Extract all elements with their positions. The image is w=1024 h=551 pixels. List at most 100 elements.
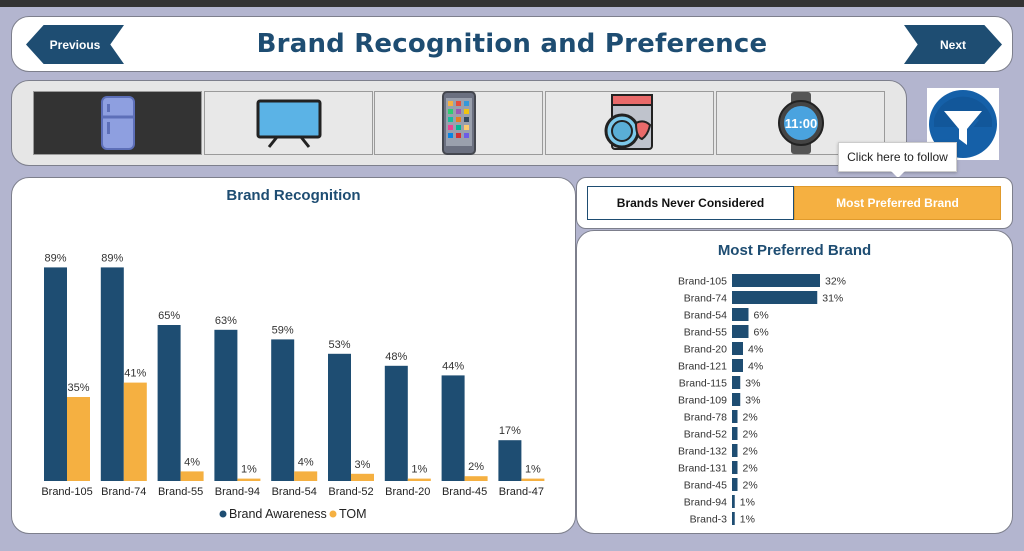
tom-bar — [407, 478, 431, 481]
next-button[interactable]: Next — [904, 25, 1002, 64]
smartwatch-icon: 11:00 — [777, 92, 824, 154]
y-tick-label: Brand-115 — [679, 378, 727, 390]
awareness-bar — [384, 365, 408, 481]
preferred-data-label: 3% — [745, 378, 760, 390]
tom-bar — [351, 473, 374, 481]
awareness-bar — [441, 375, 465, 481]
preferred-bar — [732, 308, 749, 321]
preferred-bar — [732, 274, 820, 287]
tom-data-label: 41% — [124, 368, 146, 380]
preferred-data-label: 3% — [745, 395, 760, 407]
tom-data-label: 4% — [184, 456, 200, 468]
tom-data-label: 1% — [411, 464, 427, 476]
category-tile-tv[interactable] — [204, 91, 373, 155]
preferred-data-label: 4% — [748, 361, 763, 373]
preferred-bar — [732, 444, 738, 457]
awareness-bar — [44, 267, 67, 481]
y-tick-label: Brand-131 — [678, 463, 727, 475]
preferred-bar — [732, 461, 738, 474]
awareness-bar — [271, 339, 295, 481]
most-preferred-chart: Brand-105 32% Brand-74 31% Brand-54 6% Brand-5… — [678, 274, 846, 526]
category-slicer: 11:00 — [11, 80, 907, 166]
x-tick-label: Brand-47 — [499, 486, 544, 498]
preferred-data-label: 2% — [743, 412, 758, 424]
y-tick-label: Brand-121 — [678, 361, 727, 373]
preferred-data-label: 6% — [754, 327, 769, 339]
most-preferred-brand-button[interactable]: Most Preferred Brand — [794, 186, 1001, 220]
y-tick-label: Brand-78 — [684, 412, 727, 424]
awareness-bar — [157, 325, 181, 481]
category-tile-refrigerator[interactable] — [33, 91, 202, 155]
awareness-bar — [100, 267, 124, 481]
window-top-bar — [0, 0, 1024, 7]
preferred-data-label: 2% — [743, 480, 758, 492]
tom-bar — [123, 382, 147, 481]
tom-data-label: 3% — [355, 459, 371, 471]
x-tick-label: Brand-105 — [41, 486, 92, 498]
y-tick-label: Brand-94 — [684, 497, 727, 509]
tv-icon — [256, 99, 321, 148]
y-tick-label: Brand-55 — [684, 327, 727, 339]
awareness-data-label: 53% — [328, 339, 350, 351]
category-tile-washing-machine[interactable] — [545, 91, 714, 155]
most-preferred-panel: Most Preferred Brand Brand-105 32% Brand-7… — [576, 230, 1013, 534]
preferred-data-label: 6% — [754, 310, 769, 322]
preferred-data-label: 32% — [825, 276, 846, 288]
washing-machine-icon — [604, 94, 653, 150]
tom-data-label: 1% — [525, 464, 541, 476]
awareness-data-label: 44% — [442, 360, 464, 372]
tom-bar — [237, 478, 261, 481]
watch-clock-text: 11:00 — [784, 116, 817, 131]
x-tick-label: Brand-74 — [101, 486, 146, 498]
y-tick-label: Brand-3 — [690, 514, 728, 526]
preferred-bar — [732, 512, 735, 525]
previous-button[interactable]: Previous — [26, 25, 124, 64]
preferred-bar — [732, 495, 735, 508]
tom-data-label: 2% — [468, 461, 484, 473]
awareness-bar — [328, 353, 351, 481]
y-tick-label: Brand-54 — [684, 310, 727, 322]
x-tick-label: Brand-55 — [158, 486, 203, 498]
y-tick-label: Brand-109 — [678, 395, 727, 407]
brands-never-considered-button[interactable]: Brands Never Considered — [587, 186, 794, 220]
refrigerator-icon — [100, 96, 135, 150]
awareness-data-label: 63% — [215, 315, 237, 327]
brand-recognition-panel: Brand Recognition 89% 35% Brand-105 89% 41% B… — [11, 177, 576, 534]
tom-data-label: 1% — [241, 464, 257, 476]
header-panel: Previous Brand Recognition and Preferenc… — [11, 16, 1013, 72]
legend-label-tom: TOM — [339, 507, 367, 521]
awareness-data-label: 89% — [44, 252, 66, 264]
smartphone-icon — [441, 91, 476, 155]
y-tick-label: Brand-52 — [684, 429, 727, 441]
brand-recognition-title: Brand Recognition — [226, 187, 361, 204]
legend-marker-tom — [329, 510, 337, 518]
x-tick-label: Brand-45 — [442, 486, 487, 498]
preferred-bar — [732, 478, 738, 491]
preferred-bar — [732, 376, 741, 389]
tom-bar — [67, 397, 90, 481]
tom-bar — [464, 476, 488, 481]
tom-data-label: 4% — [298, 456, 314, 468]
preferred-bar — [732, 359, 743, 372]
preferred-data-label: 4% — [748, 344, 763, 356]
filter-button[interactable] — [927, 88, 999, 160]
tom-bar — [180, 471, 204, 481]
preferred-data-label: 1% — [740, 514, 755, 526]
preferred-data-label: 2% — [743, 463, 758, 475]
y-tick-label: Brand-132 — [678, 446, 727, 458]
tom-bar — [521, 478, 545, 481]
x-tick-label: Brand-94 — [215, 486, 260, 498]
preferred-bar — [732, 325, 749, 338]
y-tick-label: Brand-20 — [684, 344, 727, 356]
awareness-data-label: 65% — [158, 310, 180, 322]
preferred-bar — [732, 410, 738, 423]
preferred-data-label: 1% — [740, 497, 755, 509]
tom-data-label: 35% — [67, 382, 89, 394]
awareness-data-label: 59% — [272, 324, 294, 336]
preferred-bar — [732, 393, 741, 406]
tom-bar — [294, 471, 318, 481]
category-tile-smartphone[interactable] — [374, 91, 543, 155]
brand-recognition-chart: 89% 35% Brand-105 89% 41% Brand-74 65% 4% Brand-… — [41, 252, 545, 521]
filter-funnel-icon — [929, 90, 997, 158]
category-tile-smartwatch[interactable]: 11:00 — [716, 91, 885, 155]
